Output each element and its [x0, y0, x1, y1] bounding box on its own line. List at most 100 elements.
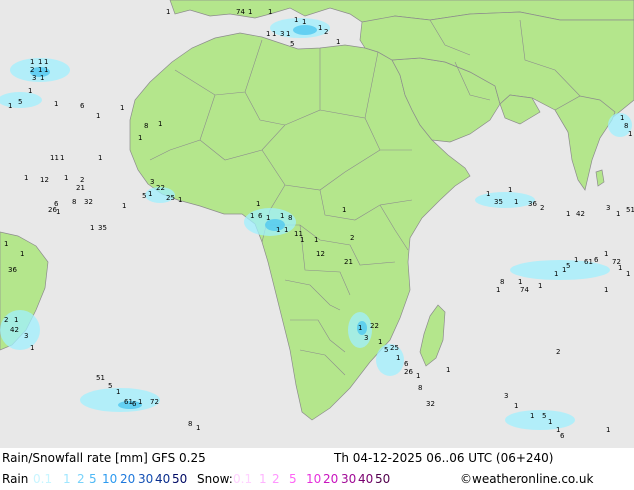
precip-label: 51 [96, 374, 105, 382]
precip-label: 1 [604, 250, 608, 258]
credit-link[interactable]: ©weatheronline.co.uk [460, 472, 594, 486]
precip-label: 8 [418, 384, 422, 392]
snow-scale-value: 1 [259, 472, 267, 486]
precip-label: 1 [616, 210, 620, 218]
precip-label: 1 [44, 58, 48, 66]
precip-label: 1 [14, 316, 18, 324]
precip-label: 35 [98, 224, 107, 232]
precip-label: 1 [56, 208, 60, 216]
precip-label: 8 [188, 420, 192, 428]
precip-label: 3 [32, 74, 36, 82]
precip-label: 12 [40, 176, 49, 184]
precip-label: 1 [530, 412, 534, 420]
precip-label: 8 [500, 278, 504, 286]
rain-scale-value: 10 [102, 472, 118, 486]
precip-label: 5 [108, 382, 112, 390]
precip-label: 1 [276, 226, 280, 234]
precip-label: 1 [538, 282, 542, 290]
snow-scale-value: 30 [341, 472, 357, 486]
precip-label: 1 [562, 266, 566, 274]
snow-scale-value: 5 [289, 472, 297, 486]
precip-label: 2 [350, 234, 354, 242]
precip-label: 1 [250, 212, 254, 220]
precip-label: 1 [286, 30, 290, 38]
precip-label: 1 [98, 154, 102, 162]
precip-label: 74 [520, 286, 529, 294]
precip-label: 3 [364, 334, 368, 342]
precip-label: 3 [24, 332, 28, 340]
precip-label: 3 [504, 392, 508, 400]
snow-scale-value: 40 [358, 472, 374, 486]
precip-label: 6 [560, 432, 565, 440]
snow-legend-label: Snow: [197, 472, 233, 486]
precip-label: 3 [280, 30, 284, 38]
precip-label: 1 [38, 66, 42, 74]
precip-label: 1 [8, 102, 12, 110]
precip-label: 1 [280, 212, 284, 220]
precip-label: 6 [594, 256, 599, 264]
precip-label: 1 [514, 198, 518, 206]
precip-label: 25 [390, 344, 399, 352]
precip-label: 72 [612, 258, 621, 266]
rain-scale-value: 2 [77, 472, 85, 486]
precip-label: 1 [166, 8, 170, 16]
precip-label: 42 [10, 326, 19, 334]
precip-cores [30, 25, 367, 409]
precip-label: 1 [628, 130, 632, 138]
precip-label: 2 [4, 316, 8, 324]
precip-label: 22 [156, 184, 165, 192]
precip-label: 1 [268, 8, 272, 16]
precip-label: 2 [324, 28, 328, 36]
precip-label: 1 [64, 174, 68, 182]
precip-label: 12 [316, 250, 325, 258]
precip-label: 1 [626, 270, 630, 278]
land-madagascar [419, 304, 446, 367]
precip-label: 1 [44, 66, 48, 74]
precip-label: 1 [548, 418, 552, 426]
precip-label: 1 [416, 372, 420, 380]
precip-label: 1 [318, 24, 322, 32]
precip-label: 1 [574, 256, 578, 264]
precip-label: 8 [624, 122, 628, 130]
map-title: Rain/Snowfall rate [mm] GFS 0.25 [2, 451, 206, 465]
precip-label: 1 [196, 424, 200, 432]
precip-label: 1 [96, 112, 100, 120]
precip-label: 5 [542, 412, 546, 420]
precip-label: 6 [404, 360, 409, 368]
precip-label: 5 [290, 40, 294, 48]
precip-label: 26 [48, 206, 57, 214]
precip-label: 2 [556, 348, 560, 356]
precip-label: 2 [80, 176, 84, 184]
precip-label: 6 [132, 400, 137, 408]
precip-label: 1 [138, 398, 142, 406]
rain-legend-label: Rain [2, 472, 29, 486]
rain-scale-value: 1 [63, 472, 71, 486]
precip-label: 21 [76, 184, 85, 192]
snow-scale-value: 10 [306, 472, 322, 486]
precip-label: 8 [288, 214, 292, 222]
precip-label: 21 [344, 258, 353, 266]
precip-label: 1 [122, 202, 126, 210]
precip-label: 1 [300, 236, 304, 244]
precip-label: 1 [284, 226, 288, 234]
precip-label: 1 [496, 286, 500, 294]
precip-label: 1 [314, 236, 318, 244]
precip-label: 1 [256, 200, 260, 208]
rain-scale-value: 20 [120, 472, 136, 486]
precip-label: 36 [528, 200, 537, 208]
precip-label: 61 [584, 258, 593, 266]
precip-label: 1 [618, 264, 622, 272]
precip-label: 11 [50, 154, 59, 162]
precip-label: 1 [38, 58, 42, 66]
precip-label: 1 [178, 196, 182, 204]
precip-label: 25 [166, 194, 175, 202]
precip-label: 3 [150, 178, 154, 186]
precip-label: 1 [24, 174, 28, 182]
precip-label: 1 [4, 240, 8, 248]
precip-label: 32 [84, 198, 93, 206]
rain-scale-value: 30 [138, 472, 154, 486]
snow-scale-value: 2 [272, 472, 280, 486]
precip-label: 8 [144, 122, 148, 130]
precip-label: 1 [266, 30, 270, 38]
precip-label: 32 [426, 400, 435, 408]
